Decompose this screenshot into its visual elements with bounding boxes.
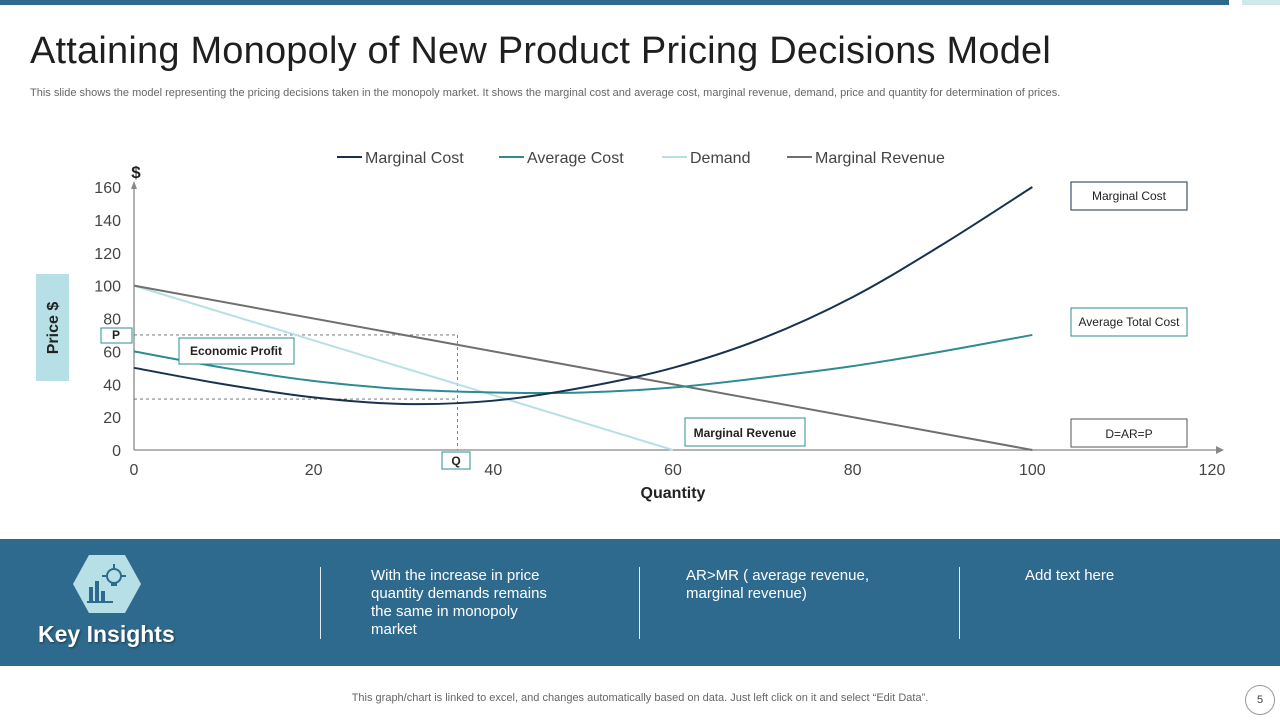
demand-box: D=AR=P [1070, 418, 1188, 448]
marginal-revenue-box: Marginal Revenue [684, 417, 806, 447]
x-tick-label: 20 [305, 462, 323, 479]
y-tick-label: 60 [103, 344, 121, 361]
demand-box-label: D=AR=P [1105, 427, 1152, 441]
chart-legend: Marginal Cost Average Cost Demand Margin… [337, 150, 945, 167]
chart-ticks: 0 20 40 60 80 100 120 0 20 40 60 80 100 120 140 160 [94, 180, 1225, 479]
average-total-cost-box-label: Average Total Cost [1079, 315, 1181, 329]
insight-text-1[interactable]: With the increase in price quantity dema… [371, 567, 547, 638]
y-tick-label: 40 [103, 377, 121, 394]
y-axis-unit-label: $ [131, 163, 141, 182]
x-axis-arrow [1216, 446, 1224, 454]
insight-text-3[interactable]: Add text here [1025, 567, 1115, 584]
average-total-cost-box: Average Total Cost [1070, 307, 1188, 337]
series-line-demand [133, 284, 674, 451]
slide-title: Attaining Monopoly of New Product Pricin… [30, 30, 1051, 72]
x-tick-label: 80 [844, 462, 862, 479]
series-line-marginal-cost [133, 186, 1033, 406]
slide-subtitle: This slide shows the model representing … [30, 87, 1061, 99]
y-tick-label: 160 [94, 180, 121, 197]
marginal-revenue-label: Marginal Revenue [694, 426, 797, 440]
x-tick-label: 100 [1019, 462, 1046, 479]
y-tick-label: 100 [94, 279, 121, 296]
y-axis-title: Price $ [45, 302, 62, 355]
page-number: 5 [1245, 685, 1275, 715]
y-axis-arrow [131, 181, 137, 189]
legend-label-marginal-revenue: Marginal Revenue [815, 150, 945, 167]
series-line-marginal-revenue [133, 284, 1033, 451]
chart-axes [131, 181, 1224, 454]
p-label-box: P [100, 327, 133, 344]
footer-note: This graph/chart is linked to excel, and… [351, 692, 929, 704]
q-label: Q [451, 454, 460, 468]
y-axis-title-badge [36, 274, 69, 381]
reference-lines [134, 334, 458, 450]
y-tick-label: 0 [112, 443, 121, 460]
marginal-cost-box-label: Marginal Cost [1092, 189, 1167, 203]
insight-divider-3 [959, 567, 960, 639]
x-axis-title: Quantity [641, 485, 706, 502]
y-tick-label: 140 [94, 213, 121, 230]
legend-label-average-cost: Average Cost [527, 150, 624, 167]
pricing-chart[interactable]: Marginal Cost Average Cost Demand Margin… [0, 120, 1280, 520]
chart-series [133, 186, 1033, 451]
top-accent-bar [0, 0, 1229, 5]
q-label-box: Q [441, 451, 471, 470]
legend-label-marginal-cost: Marginal Cost [365, 150, 464, 167]
series-line-average-cost [133, 333, 1033, 394]
y-tick-label: 120 [94, 246, 121, 263]
x-tick-label: 0 [130, 462, 139, 479]
key-insights-title: Key Insights [38, 621, 175, 647]
top-accent-bar-secondary [1242, 0, 1280, 5]
y-tick-label: 20 [103, 410, 121, 427]
insight-text-2[interactable]: AR>MR ( average revenue, marginal revenu… [686, 567, 870, 602]
legend-label-demand: Demand [690, 150, 750, 167]
x-tick-label: 60 [664, 462, 682, 479]
x-tick-label: 40 [484, 462, 502, 479]
insight-divider-1 [320, 567, 321, 639]
key-insights-panel: Key Insights With the increase in price … [0, 539, 1280, 666]
economic-profit-label: Economic Profit [190, 344, 282, 358]
y-tick-label: 80 [103, 312, 121, 329]
insight-divider-2 [639, 567, 640, 639]
x-tick-label: 120 [1199, 462, 1226, 479]
insights-icon [73, 555, 141, 613]
p-label: P [112, 328, 120, 342]
marginal-cost-box: Marginal Cost [1070, 181, 1188, 211]
economic-profit-box: Economic Profit [178, 337, 295, 365]
